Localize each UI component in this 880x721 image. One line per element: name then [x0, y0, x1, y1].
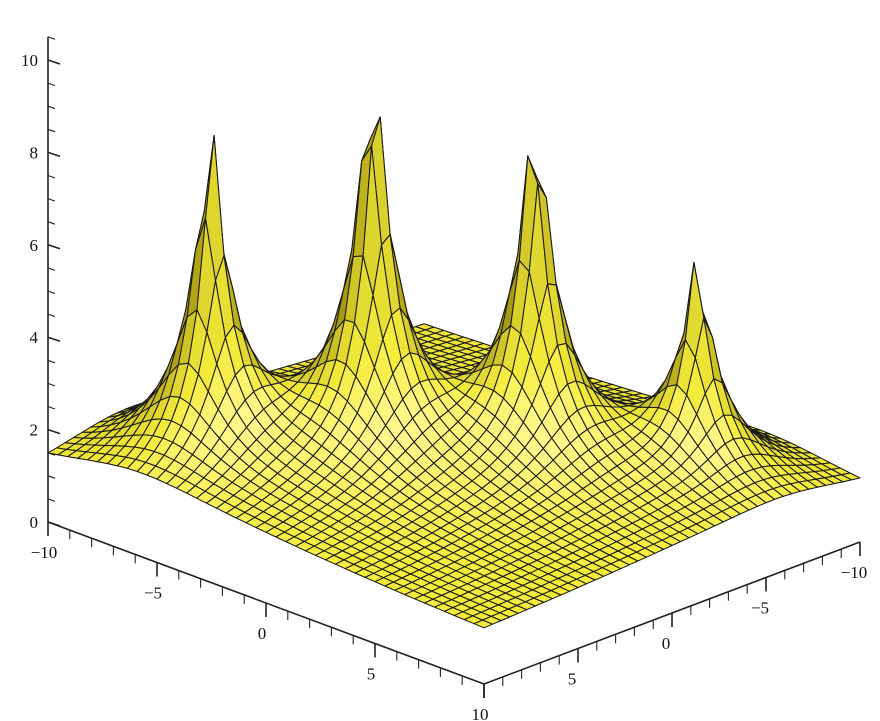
z-tick-label: 6 [30, 236, 39, 255]
surface-mesh [47, 116, 861, 629]
y-tick-label: −5 [751, 599, 769, 618]
z-tick-label: 10 [21, 51, 38, 70]
x-tick-label: −5 [144, 584, 162, 603]
z-axis-major-tick [47, 428, 61, 435]
z-axis-minor-tick [47, 36, 56, 40]
z-axis-minor-tick [47, 475, 56, 479]
z-axis-major-tick [47, 244, 61, 250]
axes-background: 0 2 4 6 8 10 [21, 36, 61, 532]
z-axis-minor-tick [47, 174, 56, 179]
z-axis-minor-tick [47, 198, 56, 202]
z-tick-label: 4 [30, 328, 39, 347]
z-axis-major-tick [47, 59, 61, 65]
z-axis-minor-tick [47, 382, 56, 387]
z-tick-label: 8 [30, 143, 39, 162]
z-tick-label: 2 [30, 421, 39, 440]
y-tick-label: 5 [568, 670, 577, 689]
x-tick-label: 0 [258, 624, 267, 643]
axes-foreground: −10 −5 0 5 10 −10 −5 0 5 [31, 521, 868, 721]
z-axis-minor-tick [47, 359, 56, 364]
z-axis-minor-tick [47, 313, 56, 318]
z-axis-minor-tick [47, 498, 56, 502]
x-tick-label: −10 [31, 543, 58, 562]
y-tick-label: 0 [662, 634, 671, 653]
z-axis-minor-tick [47, 221, 56, 225]
z-axis-minor-tick [47, 290, 56, 295]
z-axis-major-tick [47, 336, 61, 342]
z-axis-minor-tick [47, 128, 56, 133]
z-axis-minor-tick [47, 405, 56, 410]
z-axis-major-tick [47, 151, 61, 158]
x-tick-label: 5 [367, 665, 376, 684]
y-tick-label: −10 [841, 563, 868, 582]
z-axis-minor-tick [47, 267, 56, 271]
x-tick-label: 10 [472, 705, 489, 721]
z-axis-minor-tick [47, 105, 56, 110]
z-tick-label: 0 [30, 513, 39, 532]
z-axis-minor-tick [47, 82, 56, 87]
surface-patch [473, 619, 494, 629]
